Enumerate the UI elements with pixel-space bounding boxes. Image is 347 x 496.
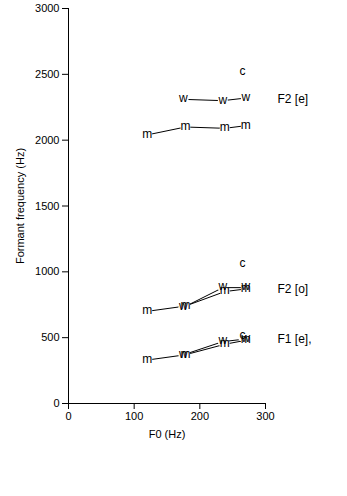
svg-text:m: m <box>142 127 152 141</box>
svg-text:w: w <box>240 279 250 293</box>
svg-text:m: m <box>220 120 230 134</box>
svg-text:m: m <box>180 119 190 133</box>
svg-text:F0 (Hz): F0 (Hz) <box>149 428 186 440</box>
svg-text:1500: 1500 <box>35 200 59 212</box>
svg-text:3000: 3000 <box>35 2 59 14</box>
svg-text:1000: 1000 <box>35 265 59 277</box>
svg-text:w: w <box>217 279 227 293</box>
svg-text:w: w <box>217 93 227 107</box>
svg-text:c: c <box>240 328 246 342</box>
svg-text:F1 [e],: F1 [e], <box>278 332 312 346</box>
svg-text:Formant frequency (Hz): Formant frequency (Hz) <box>14 148 26 264</box>
svg-text:2500: 2500 <box>35 68 59 80</box>
svg-text:c: c <box>240 256 246 270</box>
svg-text:w: w <box>178 299 188 313</box>
svg-text:c: c <box>240 64 246 78</box>
svg-text:m: m <box>142 303 152 317</box>
svg-text:w: w <box>178 91 188 105</box>
svg-text:200: 200 <box>191 410 209 422</box>
svg-text:m: m <box>142 352 152 366</box>
svg-text:m: m <box>241 118 251 132</box>
svg-text:100: 100 <box>125 410 143 422</box>
svg-text:w: w <box>240 90 250 104</box>
svg-text:2000: 2000 <box>35 134 59 146</box>
svg-text:w: w <box>217 333 227 347</box>
svg-text:500: 500 <box>41 331 59 343</box>
svg-text:0: 0 <box>53 397 59 409</box>
svg-text:w: w <box>178 347 188 361</box>
svg-text:F2 [e]: F2 [e] <box>278 92 309 106</box>
svg-text:F2 [o]: F2 [o] <box>278 282 309 296</box>
svg-text:300: 300 <box>256 410 274 422</box>
svg-text:0: 0 <box>65 410 71 422</box>
